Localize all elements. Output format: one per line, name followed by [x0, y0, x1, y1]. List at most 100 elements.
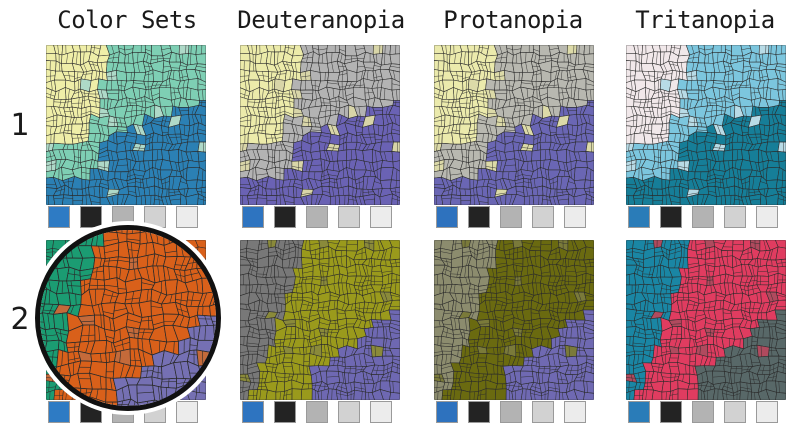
map-cell-border [271, 317, 273, 331]
map-cell-border [383, 349, 391, 351]
map-cell-border [290, 326, 292, 339]
map-cell-border [278, 71, 282, 80]
map-cell-border [505, 122, 514, 124]
map-cell [459, 389, 471, 400]
column-title-tritanopia: Tritanopia [635, 6, 775, 34]
map-cell-border [645, 284, 648, 294]
map-cell-border [302, 278, 313, 280]
map-cell-border [567, 75, 576, 78]
map-cell [197, 132, 206, 143]
map-cell-border [661, 92, 669, 95]
map-cell-border [719, 178, 721, 188]
map-cell-border [368, 392, 370, 400]
map-cell-border [90, 201, 101, 203]
map-cell-border [692, 302, 696, 311]
map-cell-border [751, 285, 755, 295]
map-cell-border [673, 45, 676, 54]
map-cell-border [635, 268, 644, 273]
map-cell-border [89, 99, 101, 103]
map-cell-border [381, 376, 391, 379]
map-cell [522, 186, 534, 198]
map-cell-border [445, 45, 447, 55]
map-cell-border [674, 248, 676, 259]
map-cell-border [470, 376, 479, 378]
map-cell-border [376, 250, 381, 260]
map-cell-border [470, 144, 478, 146]
map-cell-border [288, 133, 290, 143]
map-cell-border [525, 124, 530, 135]
map-cell-border [138, 187, 140, 197]
map-cell-border [561, 87, 564, 100]
map-cell-border [349, 257, 351, 267]
map-cell-border [744, 178, 746, 189]
map-cell-border [165, 196, 168, 205]
map-cell-border [251, 178, 256, 187]
map-cell-border [453, 242, 462, 245]
map-cell-border [671, 46, 681, 49]
map-cell-border [358, 276, 363, 287]
map-cell-border [663, 266, 666, 278]
map-cell-border [554, 382, 556, 392]
map-cell-border [370, 293, 373, 303]
map-cell-border [663, 240, 666, 249]
map-cell-border [639, 125, 643, 134]
map-cell-border [93, 160, 95, 169]
map-cell-border [516, 190, 524, 193]
map-cell-border [364, 67, 374, 69]
map-cell [371, 389, 384, 400]
map-cell [775, 371, 786, 383]
map-cell [72, 195, 84, 205]
map-cell [520, 388, 532, 400]
map-cell-border [504, 339, 516, 344]
map-cell-border [376, 80, 379, 89]
map-cell-border [199, 70, 202, 81]
map-cell-border [682, 257, 685, 269]
map-cell-border [68, 89, 70, 100]
map-cell-border [496, 270, 508, 274]
map-cell-border [165, 134, 169, 144]
map-cell-border [748, 287, 759, 291]
map-cell-border [301, 192, 313, 195]
map-cell-border [638, 159, 642, 169]
map-cell-border [754, 258, 756, 267]
map-cell-border [645, 101, 652, 103]
map-cell-border [701, 337, 703, 346]
map-cell-border [125, 110, 137, 113]
map-cell-border [277, 51, 279, 64]
column-title-deuteranopia: Deuteranopia [237, 6, 405, 34]
map-cell-border [342, 160, 344, 170]
map-cell [583, 45, 594, 55]
map-cell-border [637, 178, 642, 187]
map-cell-border [548, 387, 560, 390]
map-cell [240, 389, 250, 400]
map-cell-border [94, 133, 96, 143]
map-cell-border [769, 349, 777, 351]
map-cell-border [197, 191, 206, 193]
map-cell [247, 194, 259, 205]
map-cell-border [762, 319, 766, 328]
map-cell-border [269, 329, 272, 339]
map-cell-border [548, 84, 559, 87]
map-cell [389, 179, 400, 190]
map-cell-border [333, 161, 335, 171]
map-cell-border [749, 136, 762, 138]
map-cell-border [315, 90, 317, 100]
map-cell-border [568, 302, 573, 313]
map-cell-border [487, 146, 496, 151]
map-cell [79, 45, 92, 53]
map-cell [256, 194, 268, 205]
map-row1-protanopia [434, 45, 594, 205]
map-cell-border [570, 319, 574, 328]
map-cell-border [92, 61, 96, 71]
map-cell-border [287, 45, 290, 54]
map-cell-border [74, 156, 81, 158]
map-cell-border [465, 134, 468, 144]
map-cell-border [734, 198, 743, 201]
map-cell-border [700, 99, 703, 107]
map-cell [756, 275, 770, 286]
map-cell-border [450, 173, 462, 176]
map-cell-border [243, 126, 246, 135]
map-cell-border [500, 321, 502, 331]
map-cell-border [170, 198, 181, 201]
map-cell-border [58, 149, 63, 160]
